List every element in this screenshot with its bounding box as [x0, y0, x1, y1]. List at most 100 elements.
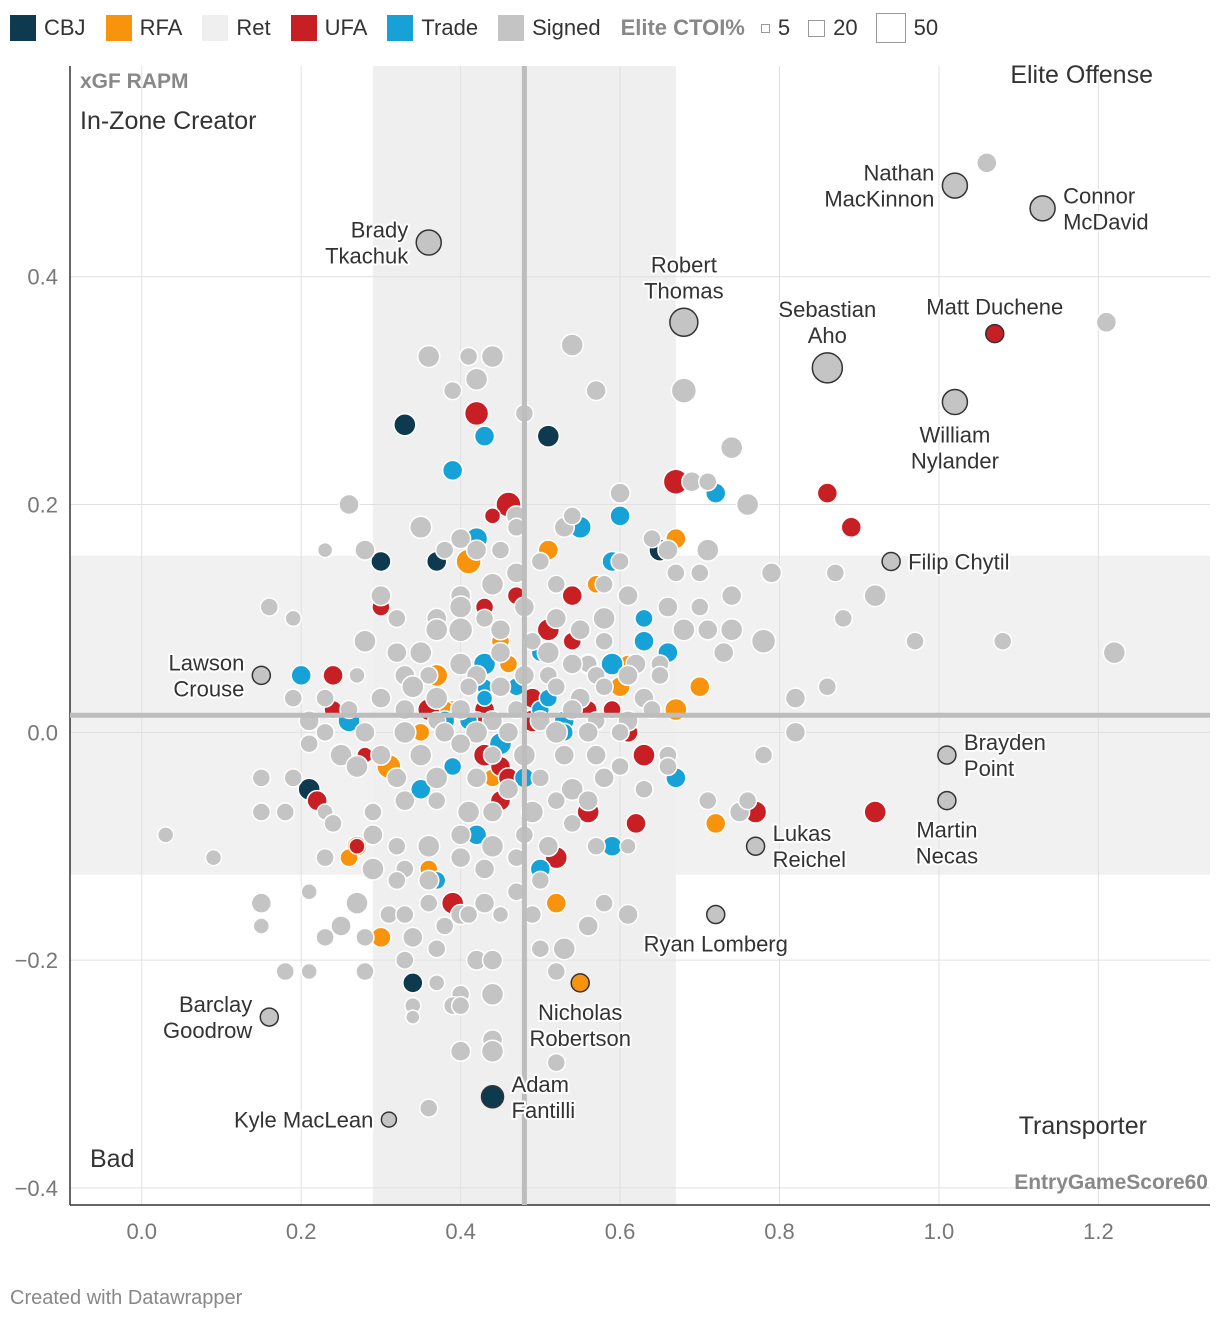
point-signed — [585, 379, 607, 402]
legend-swatch — [202, 15, 229, 41]
point-trade — [290, 664, 312, 687]
legend-swatch — [290, 15, 317, 41]
footer-credit: Created with Datawrapper — [10, 1287, 243, 1309]
point-signed — [300, 883, 318, 901]
point-signed — [537, 835, 560, 857]
legend-label: CBJ — [44, 15, 86, 40]
quadrant-label-top-right: Elite Offense — [1010, 61, 1153, 89]
point-labeled — [415, 229, 442, 256]
point-signed — [251, 802, 272, 822]
point-signed — [610, 756, 630, 777]
y-tick-label: 0.2 — [27, 493, 58, 518]
point-signed — [449, 527, 472, 550]
point-signed — [481, 801, 504, 823]
point-label-line: Lukas — [773, 821, 832, 846]
point-signed — [250, 892, 273, 914]
point-rfa — [704, 812, 727, 835]
point-signed — [530, 768, 551, 788]
point-signed — [657, 539, 679, 561]
point-label-line: Tkachuk — [325, 244, 409, 269]
point-signed — [387, 608, 407, 629]
size-legend-box — [808, 19, 826, 37]
point-signed — [610, 551, 630, 572]
point-signed — [418, 893, 439, 913]
quadrant-label-top-left: In-Zone Creator — [80, 107, 256, 135]
point-signed — [370, 687, 392, 709]
point-signed — [409, 640, 433, 665]
point-signed — [442, 380, 463, 401]
point-signed — [252, 917, 271, 935]
point-signed — [491, 905, 510, 924]
point-label: Barclay Goodrow — [163, 992, 252, 1043]
point-signed — [1095, 311, 1118, 334]
point-signed — [698, 471, 718, 492]
point-signed — [363, 802, 383, 822]
point-signed — [697, 619, 719, 641]
point-labeled — [251, 665, 272, 686]
point-label-line: McDavid — [1063, 209, 1149, 234]
point-signed — [275, 802, 295, 822]
point-signed — [449, 846, 472, 869]
point-signed — [354, 721, 376, 744]
point-label-line: Ryan Lomberg — [644, 932, 788, 957]
point-signed — [481, 949, 504, 971]
point-signed — [905, 631, 925, 651]
legend-swatch — [498, 15, 525, 41]
point-signed — [156, 826, 175, 844]
point-signed — [546, 1052, 567, 1073]
point-signed — [992, 631, 1013, 651]
point-ufa — [816, 482, 839, 504]
point-signed — [696, 538, 720, 562]
point-signed — [609, 482, 631, 504]
point-label: Adam Fantilli — [512, 1072, 576, 1123]
point-label-line: Martin — [916, 818, 977, 843]
point-signed — [536, 640, 561, 665]
point-signed — [283, 688, 303, 708]
point-signed — [610, 722, 630, 743]
point-signed — [345, 754, 369, 779]
size-legend-item-20: 20 — [808, 15, 858, 41]
point-signed — [592, 606, 616, 631]
point-signed — [480, 982, 505, 1007]
point-signed — [1102, 640, 1127, 665]
point-signed — [395, 904, 415, 925]
point-signed — [353, 629, 377, 653]
legend-item-rfa: RFA — [105, 15, 183, 41]
legend-label: RFA — [139, 15, 183, 40]
x-tick-label: 1.2 — [1083, 1219, 1114, 1244]
size-legend-label: 5 — [777, 15, 791, 40]
point-signed — [577, 721, 599, 744]
point-signed — [473, 892, 496, 914]
point-signed — [650, 665, 670, 686]
point-signed — [552, 936, 577, 961]
point-signed — [434, 916, 455, 936]
point-signed — [670, 377, 698, 404]
point-signed — [719, 435, 744, 460]
point-signed — [434, 540, 455, 560]
point-label-line: Reichel — [773, 847, 846, 872]
point-signed — [315, 722, 335, 743]
point-signed — [424, 766, 449, 790]
point-label-line: Nicholas — [538, 1000, 622, 1025]
size-legend-item-5: 5 — [760, 15, 791, 41]
point-signed — [666, 563, 686, 583]
point-labeled — [669, 307, 699, 338]
point-label: Brayden Point — [964, 730, 1046, 781]
size-legend-title: Elite CTOI% — [620, 15, 745, 40]
point-label-line: Necas — [916, 844, 978, 869]
legend-label: Signed — [532, 15, 601, 40]
point-signed — [594, 574, 614, 594]
point-label: Lukas Reichel — [773, 821, 846, 872]
point-signed — [817, 677, 838, 697]
point-signed — [424, 686, 449, 710]
point-signed — [546, 790, 567, 811]
quadrant-label-bottom-right: Transporter — [1019, 1112, 1147, 1140]
point-signed — [562, 813, 582, 834]
point-label-line: Adam — [512, 1072, 569, 1097]
legend-swatch — [10, 15, 36, 41]
point-signed — [204, 848, 223, 867]
point-signed — [750, 628, 777, 654]
point-signed — [712, 641, 735, 664]
point-signed — [825, 563, 846, 583]
point-signed — [672, 618, 696, 642]
